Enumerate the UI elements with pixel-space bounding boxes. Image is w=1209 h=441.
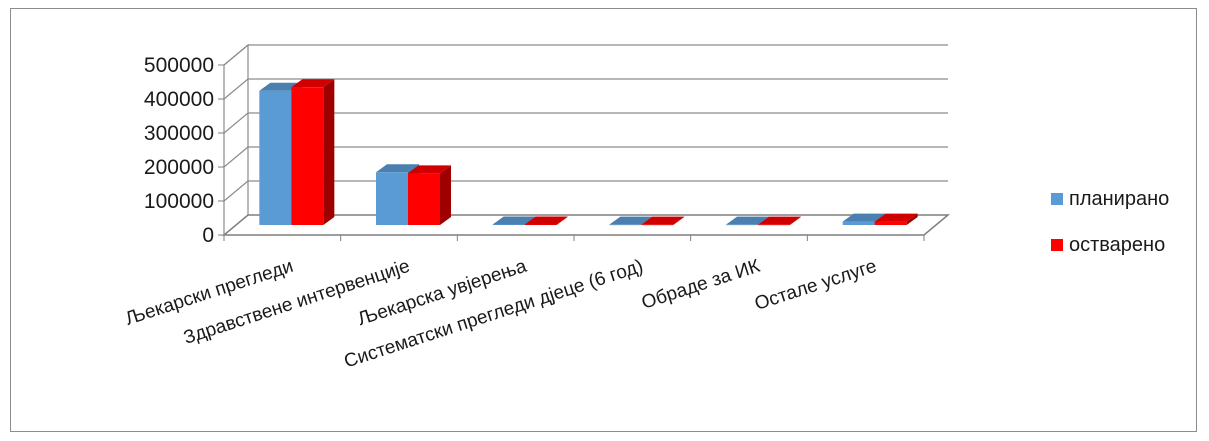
bar-top: [641, 216, 685, 225]
bar-top: [874, 213, 918, 222]
gridline-side: [223, 78, 249, 100]
bar-front: [524, 224, 557, 225]
bar-top: [408, 165, 451, 174]
y-tick-label: 500000: [144, 54, 214, 77]
bar-top: [291, 79, 335, 88]
bar-actual: [641, 216, 685, 226]
y-axis-ticks: 0 100000 200000 300000 400000 500000: [144, 54, 925, 247]
bar-front: [291, 87, 324, 225]
bar-front: [492, 224, 525, 225]
bar-actual: [524, 216, 568, 225]
bar-front: [259, 90, 292, 225]
bar-top: [524, 216, 568, 225]
bar-front: [726, 224, 758, 226]
x-category-label: Обраде за ИК: [639, 256, 762, 314]
side-wall: [223, 43, 249, 235]
bar-front: [842, 221, 875, 225]
bar-front: [874, 221, 907, 225]
gridline-side: [223, 180, 249, 202]
bar-top: [492, 216, 536, 225]
bar-actual: [874, 213, 918, 225]
bar-top: [842, 213, 886, 222]
bar-front: [376, 172, 408, 225]
gridline-side: [223, 44, 249, 66]
y-tick-label: 300000: [144, 122, 214, 145]
bar-side: [323, 79, 335, 225]
y-tick-label: 400000: [144, 88, 214, 111]
bars: [259, 79, 918, 226]
x-category-label: Остале услуге: [752, 256, 879, 315]
bar-top: [609, 216, 653, 225]
bar-actual: [408, 165, 451, 225]
bar-side: [790, 216, 801, 225]
bar-top: [376, 164, 419, 173]
bar-front: [408, 173, 440, 225]
y-tick-label: 0: [202, 224, 214, 247]
bar-side: [906, 213, 918, 225]
bar-actual: [291, 79, 335, 225]
bar-front: [758, 224, 790, 226]
bar-actual: [758, 216, 801, 226]
gridline-side: [223, 112, 249, 134]
bar-top: [726, 216, 769, 225]
bar-side: [440, 165, 451, 225]
bar-top: [758, 216, 801, 225]
legend: планирано остварено: [1051, 188, 1169, 256]
legend-swatch: [1051, 239, 1063, 251]
bar-front: [641, 224, 674, 226]
y-tick-label: 200000: [144, 156, 214, 179]
legend-label: планирано: [1069, 188, 1169, 210]
legend-label: остварено: [1069, 234, 1165, 256]
chart-frame: 0 100000 200000 300000 400000 500000 Љекарски…: [10, 8, 1197, 432]
bar-side: [673, 216, 685, 225]
legend-swatch: [1051, 193, 1063, 205]
bar-chart: 0 100000 200000 300000 400000 500000 Љекарски…: [123, 43, 1169, 373]
gridline-side: [223, 146, 249, 168]
y-tick-label: 100000: [144, 190, 214, 213]
bar-front: [609, 224, 642, 226]
gridlines: [223, 44, 948, 202]
bar-side: [556, 216, 568, 225]
